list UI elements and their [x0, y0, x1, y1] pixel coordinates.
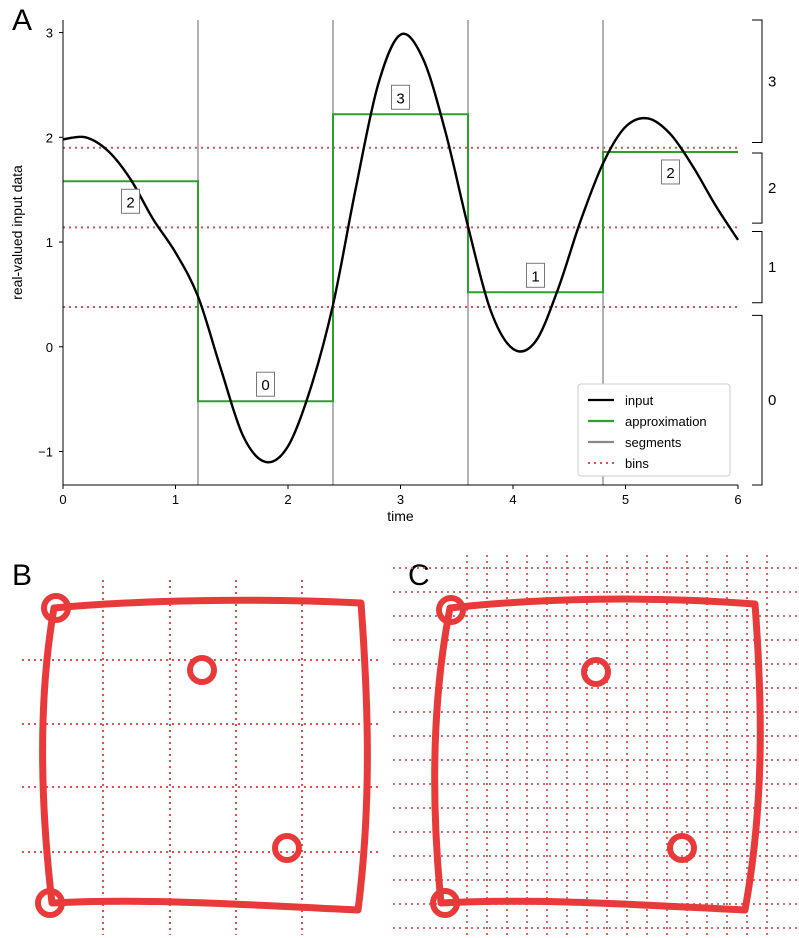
b-keypoint-0	[41, 593, 71, 623]
y-tick-label-4: 3	[46, 26, 53, 41]
y-axis-title: real-valued input data	[9, 165, 25, 300]
b-keypoint-1	[187, 655, 217, 685]
panel-c-letter: C	[408, 559, 430, 592]
symbol-label-4: 2	[666, 165, 674, 182]
symbol-labels: 2 0 3 1 2	[121, 84, 680, 397]
symbol-label-2: 3	[396, 90, 404, 107]
symbol-label-0: 2	[126, 194, 134, 211]
input-series-line	[62, 32, 740, 464]
legend: input approximation segments bins	[577, 383, 731, 477]
bin-lines	[63, 146, 738, 308]
bin-brace-0	[752, 314, 763, 486]
x-axis-title: time	[387, 508, 414, 524]
panel-b-keypoints	[35, 593, 302, 918]
panel-c-shape-outline	[431, 595, 764, 914]
bin-brace-label-1: 1	[768, 259, 776, 276]
approximation-steps	[63, 113, 738, 403]
legend-label-2: segments	[625, 435, 682, 450]
symbol-label-3: 1	[531, 268, 539, 285]
panel-b-grid	[22, 580, 382, 935]
x-tick-label-1: 1	[172, 492, 179, 507]
y-tick-label-1: 0	[46, 340, 53, 355]
symbol-box-0	[121, 188, 140, 214]
symbol-box-4	[661, 159, 680, 185]
bin-brace-label-0: 0	[768, 392, 776, 409]
c-keypoint-3	[430, 888, 460, 918]
bin-brace-label-3: 3	[768, 73, 776, 90]
legend-label-0: input	[625, 393, 654, 408]
panel-b-letter: B	[12, 559, 32, 592]
x-tick-label-2: 2	[284, 492, 291, 507]
panel-a-chart: 0 1 2 3 4 5 6 −1 0 1 2 3 2 0 3 1 2 0 1 2 3 input approximat…	[9, 19, 776, 524]
symbol-label-1: 0	[261, 377, 269, 394]
panel-c-keypoints	[430, 595, 697, 918]
symbol-box-1	[256, 371, 275, 397]
y-tick-label-2: 1	[46, 235, 53, 250]
legend-box	[577, 383, 731, 477]
panel-a-letter: A	[12, 4, 32, 37]
bin-brace-2	[752, 152, 763, 224]
tick-labels: 0 1 2 3 4 5 6 −1 0 1 2 3	[38, 26, 741, 507]
panel-b-grid-shape	[22, 580, 382, 935]
x-tick-label-6: 6	[734, 492, 741, 507]
y-tick-label-3: 2	[46, 130, 53, 145]
y-tick-label-0: −1	[38, 444, 53, 459]
panel-b-shape-outline	[39, 596, 371, 914]
bin-brace-3	[752, 19, 763, 144]
symbol-box-2	[391, 84, 410, 110]
x-tick-label-5: 5	[622, 492, 629, 507]
c-keypoint-2	[667, 833, 697, 863]
symbol-box-3	[526, 262, 545, 288]
legend-label-1: approximation	[625, 414, 707, 429]
bin-braces: 0 1 2 3	[752, 19, 776, 486]
bin-brace-1	[752, 231, 763, 304]
approximation-line	[63, 113, 738, 403]
bin-brace-label-2: 2	[768, 180, 776, 197]
c-keypoint-1	[581, 657, 611, 687]
panel-c-grid	[393, 555, 797, 935]
legend-label-3: bins	[625, 456, 649, 471]
panel-c-grid-shape	[393, 555, 797, 935]
c-keypoint-0	[436, 595, 466, 625]
x-tick-label-0: 0	[59, 492, 66, 507]
x-tick-label-3: 3	[397, 492, 404, 507]
b-keypoint-3	[35, 888, 65, 918]
x-tick-label-4: 4	[509, 492, 516, 507]
b-keypoint-2	[272, 833, 302, 863]
